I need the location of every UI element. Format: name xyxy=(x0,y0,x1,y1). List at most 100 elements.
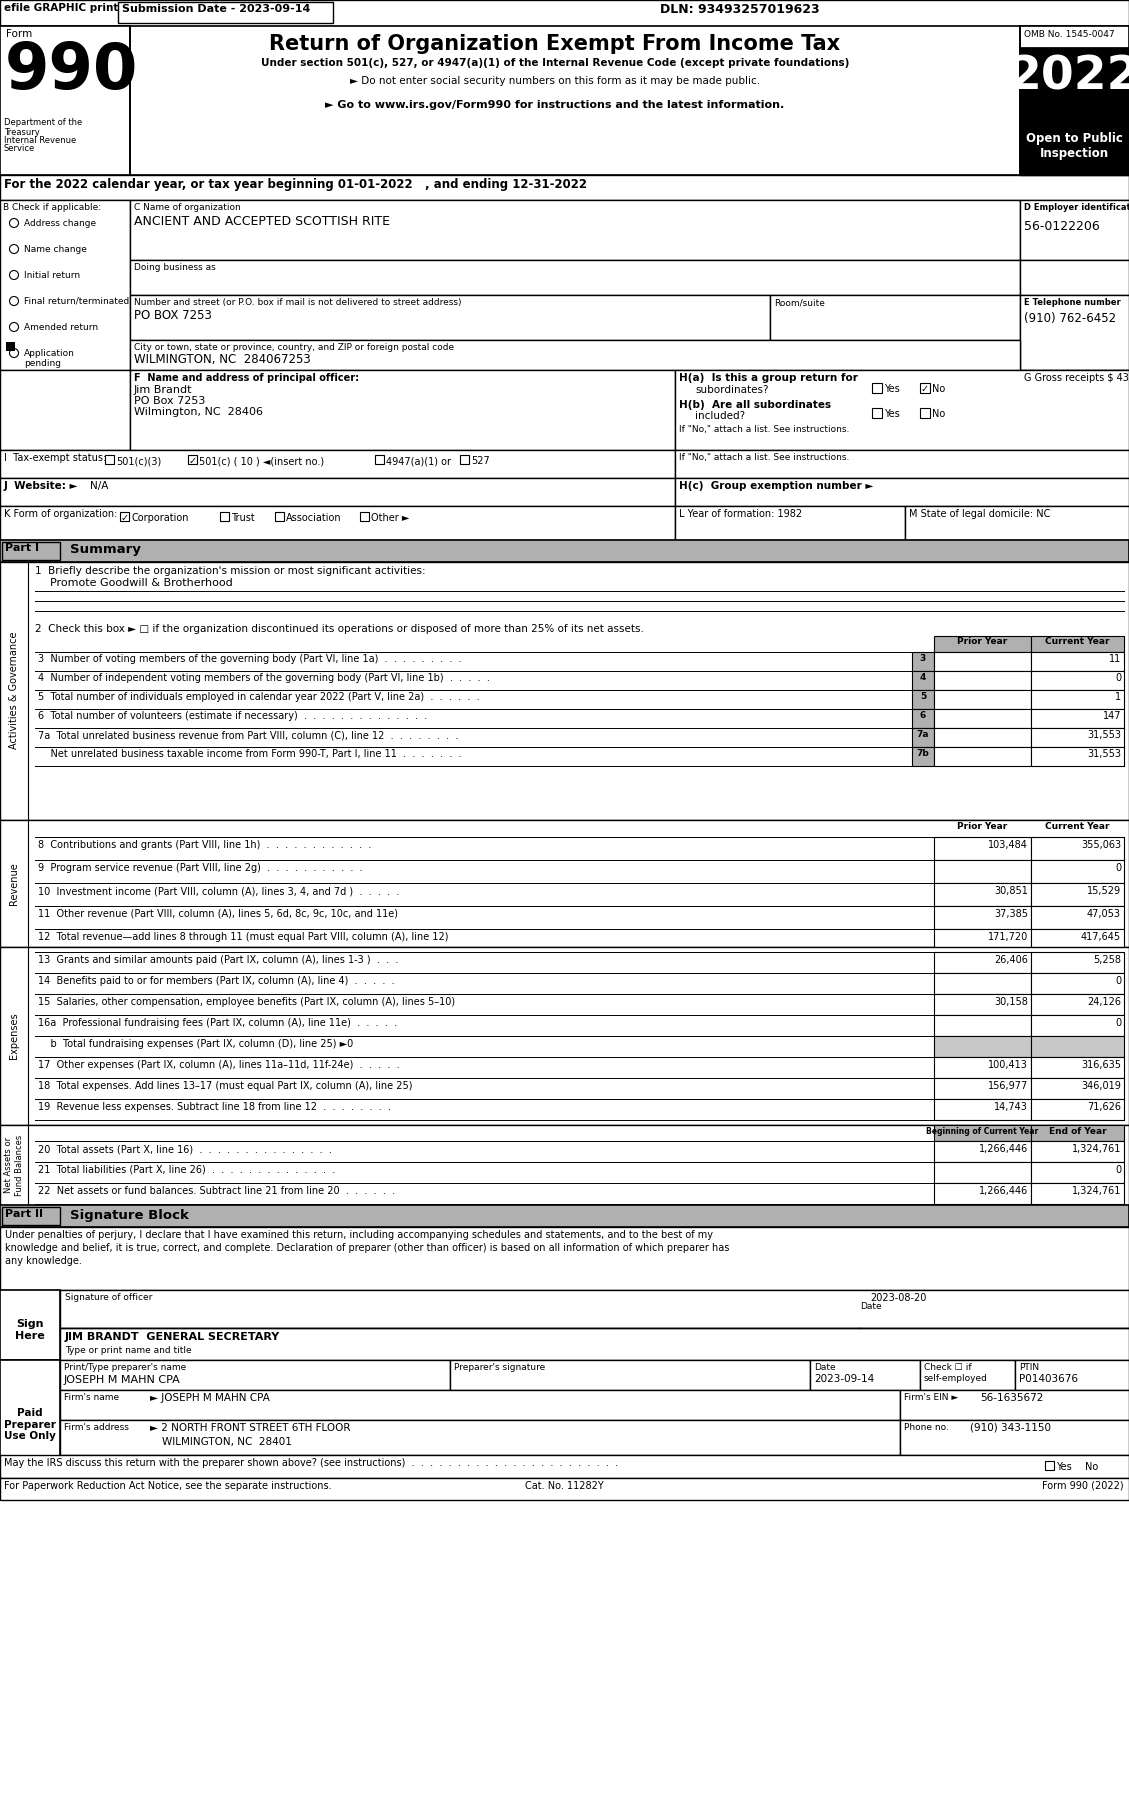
Text: 19  Revenue less expenses. Subtract line 18 from line 12  .  .  .  .  .  .  .  .: 19 Revenue less expenses. Subtract line … xyxy=(38,1101,391,1112)
Text: Phone no.: Phone no. xyxy=(904,1422,948,1431)
Text: Beginning of Current Year: Beginning of Current Year xyxy=(927,1126,1039,1136)
Bar xyxy=(6,343,15,350)
Text: Paid
Preparer
Use Only: Paid Preparer Use Only xyxy=(5,1408,56,1440)
Bar xyxy=(934,1058,1031,1078)
Bar xyxy=(934,1183,1031,1204)
Bar xyxy=(1019,259,1129,296)
Bar xyxy=(1019,47,1129,125)
Text: 6  Total number of volunteers (estimate if necessary)  .  .  .  .  .  .  .  .  .: 6 Total number of volunteers (estimate i… xyxy=(38,711,427,720)
Text: 1,266,446: 1,266,446 xyxy=(979,1186,1029,1195)
Text: Summary: Summary xyxy=(70,542,141,557)
Text: Jim Brandt: Jim Brandt xyxy=(134,385,193,395)
Text: Internal Revenue: Internal Revenue xyxy=(5,136,77,145)
Text: Initial return: Initial return xyxy=(24,270,80,279)
Text: 2023-08-20: 2023-08-20 xyxy=(870,1293,927,1302)
Text: 71,626: 71,626 xyxy=(1087,1101,1121,1112)
Bar xyxy=(934,727,1031,747)
Text: 11: 11 xyxy=(1109,655,1121,664)
Bar xyxy=(934,905,1031,929)
Text: 21  Total liabilities (Part X, line 26)  .  .  .  .  .  .  .  .  .  .  .  .  .  : 21 Total liabilities (Part X, line 26) .… xyxy=(38,1165,335,1175)
Text: M State of legal domicile: NC: M State of legal domicile: NC xyxy=(909,510,1050,519)
Bar xyxy=(1031,1163,1124,1183)
Bar xyxy=(1031,709,1124,727)
Bar xyxy=(460,455,469,464)
Bar xyxy=(934,1125,1031,1141)
Text: 5: 5 xyxy=(920,691,926,700)
Bar xyxy=(60,1390,900,1420)
Bar xyxy=(934,1163,1031,1183)
Bar xyxy=(0,1290,60,1360)
Text: 10  Investment income (Part VIII, column (A), lines 3, 4, and 7d )  .  .  .  .  : 10 Investment income (Part VIII, column … xyxy=(38,885,400,896)
Bar xyxy=(0,479,675,506)
Bar xyxy=(1019,200,1129,259)
Text: ► Go to www.irs.gov/Form990 for instructions and the latest information.: ► Go to www.irs.gov/Form990 for instruct… xyxy=(325,100,785,111)
Text: 417,645: 417,645 xyxy=(1080,932,1121,941)
Bar xyxy=(934,1099,1031,1119)
Bar xyxy=(0,506,675,541)
Text: Print/Type preparer's name: Print/Type preparer's name xyxy=(64,1362,186,1371)
Bar xyxy=(934,747,1031,766)
Text: 5  Total number of individuals employed in calendar year 2022 (Part V, line 2a) : 5 Total number of individuals employed i… xyxy=(38,691,480,702)
Text: Prior Year: Prior Year xyxy=(957,822,1007,831)
Bar xyxy=(905,506,1129,541)
Bar xyxy=(2,542,60,561)
Text: 8  Contributions and grants (Part VIII, line 1h)  .  .  .  .  .  .  .  .  .  .  : 8 Contributions and grants (Part VIII, l… xyxy=(38,840,371,851)
Text: Application
pending: Application pending xyxy=(24,348,75,368)
Bar xyxy=(0,174,1129,200)
Bar xyxy=(1031,836,1124,860)
Text: 11  Other revenue (Part VIII, column (A), lines 5, 6d, 8c, 9c, 10c, and 11e): 11 Other revenue (Part VIII, column (A),… xyxy=(38,909,399,920)
Text: Net unrelated business taxable income from Form 990-T, Part I, line 11  .  .  . : Net unrelated business taxable income fr… xyxy=(38,749,462,758)
Bar xyxy=(1031,671,1124,689)
Text: H(b)  Are all subordinates: H(b) Are all subordinates xyxy=(679,401,831,410)
Text: 7b: 7b xyxy=(917,749,929,758)
Bar xyxy=(912,651,934,671)
Text: If "No," attach a list. See instructions.: If "No," attach a list. See instructions… xyxy=(679,454,849,463)
Text: ✓: ✓ xyxy=(189,455,198,466)
Bar xyxy=(1031,747,1124,766)
Bar xyxy=(934,1036,1031,1058)
Text: 0: 0 xyxy=(1114,673,1121,684)
Text: Room/suite: Room/suite xyxy=(774,297,825,307)
Text: Department of the: Department of the xyxy=(5,118,82,127)
Text: OMB No. 1545-0047: OMB No. 1545-0047 xyxy=(1024,31,1114,38)
Bar xyxy=(934,1141,1031,1163)
Text: WILMINGTON, NC  284067253: WILMINGTON, NC 284067253 xyxy=(134,354,310,366)
Text: 0: 0 xyxy=(1114,976,1121,987)
Bar xyxy=(0,25,1129,174)
Text: Name change: Name change xyxy=(24,245,87,254)
Text: 156,977: 156,977 xyxy=(988,1081,1029,1090)
Bar xyxy=(1031,1141,1124,1163)
Text: Current Year: Current Year xyxy=(1045,637,1110,646)
Bar xyxy=(60,1360,450,1390)
Text: 990: 990 xyxy=(5,40,139,102)
Bar xyxy=(119,2,333,24)
Text: 501(c)(3): 501(c)(3) xyxy=(116,455,161,466)
Text: Wilmington, NC  28406: Wilmington, NC 28406 xyxy=(134,406,263,417)
Text: Trust: Trust xyxy=(231,513,255,522)
Text: any knowledge.: any knowledge. xyxy=(5,1255,82,1266)
Text: Amended return: Amended return xyxy=(24,323,98,332)
Bar xyxy=(934,972,1031,994)
Bar xyxy=(0,450,675,479)
Bar xyxy=(920,383,930,394)
Text: Date: Date xyxy=(814,1362,835,1371)
Text: D Employer identification number: D Employer identification number xyxy=(1024,203,1129,212)
Text: Number and street (or P.O. box if mail is not delivered to street address): Number and street (or P.O. box if mail i… xyxy=(134,297,462,307)
Text: 56-1635672: 56-1635672 xyxy=(980,1393,1043,1402)
Bar xyxy=(872,383,882,394)
Text: 355,063: 355,063 xyxy=(1080,840,1121,851)
Bar xyxy=(912,747,934,766)
Text: N/A: N/A xyxy=(90,481,108,492)
Text: 3  Number of voting members of the governing body (Part VI, line 1a)  .  .  .  .: 3 Number of voting members of the govern… xyxy=(38,655,462,664)
Bar xyxy=(1019,125,1129,174)
Bar xyxy=(130,370,675,450)
Bar xyxy=(60,1328,1129,1360)
Bar xyxy=(675,479,1129,506)
Text: 346,019: 346,019 xyxy=(1082,1081,1121,1090)
Text: 17  Other expenses (Part IX, column (A), lines 11a–11d, 11f-24e)  .  .  .  .  .: 17 Other expenses (Part IX, column (A), … xyxy=(38,1059,400,1070)
Text: F  Name and address of principal officer:: F Name and address of principal officer: xyxy=(134,374,359,383)
Bar xyxy=(770,296,1019,339)
Text: Check ☐ if: Check ☐ if xyxy=(924,1362,972,1371)
Text: Firm's EIN ►: Firm's EIN ► xyxy=(904,1393,959,1402)
Bar xyxy=(130,259,1019,296)
